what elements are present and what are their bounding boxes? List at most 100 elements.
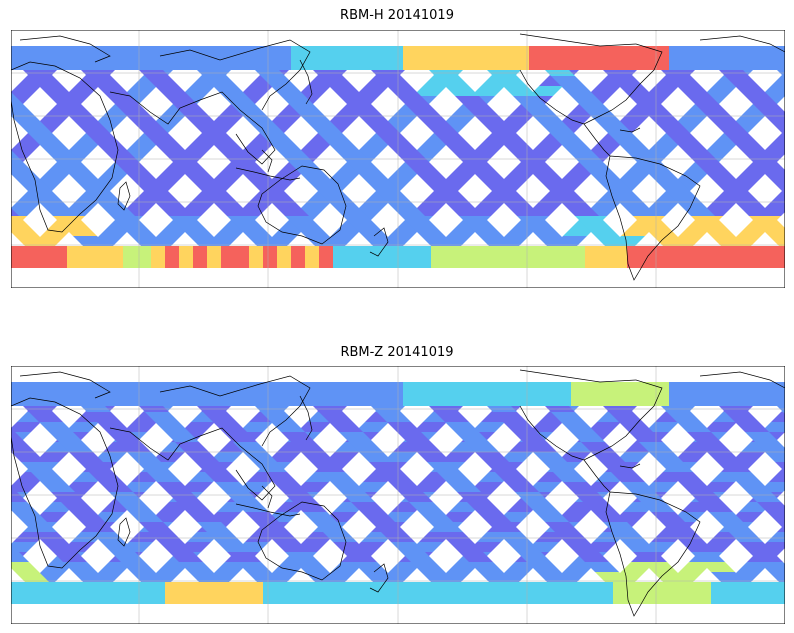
swath-segment <box>291 46 305 70</box>
swath-segment <box>781 582 785 604</box>
swath-segment <box>431 46 445 70</box>
swath-segment <box>0 116 11 126</box>
swath-segment <box>585 562 619 572</box>
swath-segment <box>611 136 645 146</box>
swath-segment <box>145 412 179 422</box>
swath-segment <box>375 246 389 268</box>
swath-segment <box>599 46 613 70</box>
swath-segment <box>445 582 459 604</box>
swath-segment <box>387 422 421 432</box>
swath-segment <box>311 462 345 472</box>
swath-segment <box>697 246 711 268</box>
swath-segment <box>0 452 11 462</box>
swath-segment <box>717 126 751 136</box>
swath-segment <box>677 86 711 96</box>
swath-segment <box>301 452 335 462</box>
swath-segment <box>263 582 277 604</box>
swath-segment <box>291 246 305 268</box>
swath-segment <box>477 512 511 522</box>
swath-segment <box>221 582 235 604</box>
swath-segment <box>51 492 85 502</box>
swath-segment <box>87 412 121 422</box>
swath-segment <box>285 216 319 226</box>
swath-segment <box>301 116 335 126</box>
swath-segment <box>185 452 219 462</box>
swath-segment <box>679 482 713 492</box>
swath-segment <box>179 562 213 572</box>
swath-segment <box>343 216 377 226</box>
swath-segment <box>427 126 461 136</box>
swath-segment <box>197 522 231 532</box>
swath-segment <box>169 216 203 226</box>
swath-segment <box>515 492 549 502</box>
swath-segment <box>459 552 493 562</box>
swath-segment <box>471 86 505 96</box>
swath-segment <box>553 472 587 482</box>
swath-segment <box>529 582 543 604</box>
swath-segment <box>417 246 431 268</box>
swath-segment <box>295 226 329 236</box>
swath-segment <box>701 562 735 572</box>
swath-segment <box>159 206 193 216</box>
swath-segment <box>703 86 737 96</box>
swath-segment <box>361 582 375 604</box>
swath-segment <box>581 442 615 452</box>
swath-segment <box>487 186 521 196</box>
swath-segment <box>697 46 711 70</box>
swath-segment <box>753 246 767 268</box>
swath-segment <box>557 382 571 406</box>
swath-segment <box>131 236 165 246</box>
swath-segment <box>449 542 483 552</box>
swath-segment <box>137 46 151 70</box>
swath-segment <box>469 226 503 236</box>
swath-segment <box>333 46 347 70</box>
swath-segment <box>727 136 761 146</box>
swath-segment <box>333 206 367 216</box>
swath-segment <box>59 442 93 452</box>
swath-segment <box>417 46 431 70</box>
swath-segment <box>283 156 317 166</box>
swath-segment <box>81 246 95 268</box>
swath-segment <box>431 246 445 268</box>
swath-segment <box>215 482 249 492</box>
swath-segment <box>65 422 99 432</box>
swath-segment <box>235 246 249 268</box>
swath-segment <box>629 432 663 442</box>
swath-segment <box>303 176 337 186</box>
swath-segment <box>707 452 741 462</box>
swath-segment <box>543 246 557 268</box>
swath-segment <box>557 582 571 604</box>
swath-segment <box>409 502 443 512</box>
swath-segment <box>669 382 683 406</box>
swath-segment <box>455 432 489 442</box>
swath-segment <box>295 562 329 572</box>
swath-segment <box>459 46 473 70</box>
swath-segment <box>505 146 539 156</box>
swath-segment <box>667 76 701 86</box>
swath-segment <box>305 236 339 246</box>
swath-segment <box>787 532 794 542</box>
swath-segment <box>225 156 259 166</box>
swath-segment <box>505 482 539 492</box>
swath-segment <box>467 166 501 176</box>
swath-segment <box>767 246 781 268</box>
swath-segment <box>787 176 794 186</box>
swath-segment <box>659 462 693 472</box>
swath-segment <box>765 116 785 126</box>
swath-segment <box>409 166 443 176</box>
swath-segment <box>729 196 763 206</box>
swath-segment <box>403 46 417 70</box>
swath-segment <box>655 582 669 604</box>
swath-segment <box>389 46 403 70</box>
swath-segment <box>11 382 25 406</box>
swath-segment <box>585 226 619 236</box>
swath-segment <box>673 452 707 462</box>
swath-segment <box>221 246 235 268</box>
swath-segment <box>61 166 95 176</box>
swath-segment <box>655 46 669 70</box>
swath-segment <box>785 572 794 582</box>
swath-segment <box>775 126 785 136</box>
coastlines <box>11 369 785 617</box>
swath-segment <box>535 512 569 522</box>
swath-segment <box>441 116 475 126</box>
